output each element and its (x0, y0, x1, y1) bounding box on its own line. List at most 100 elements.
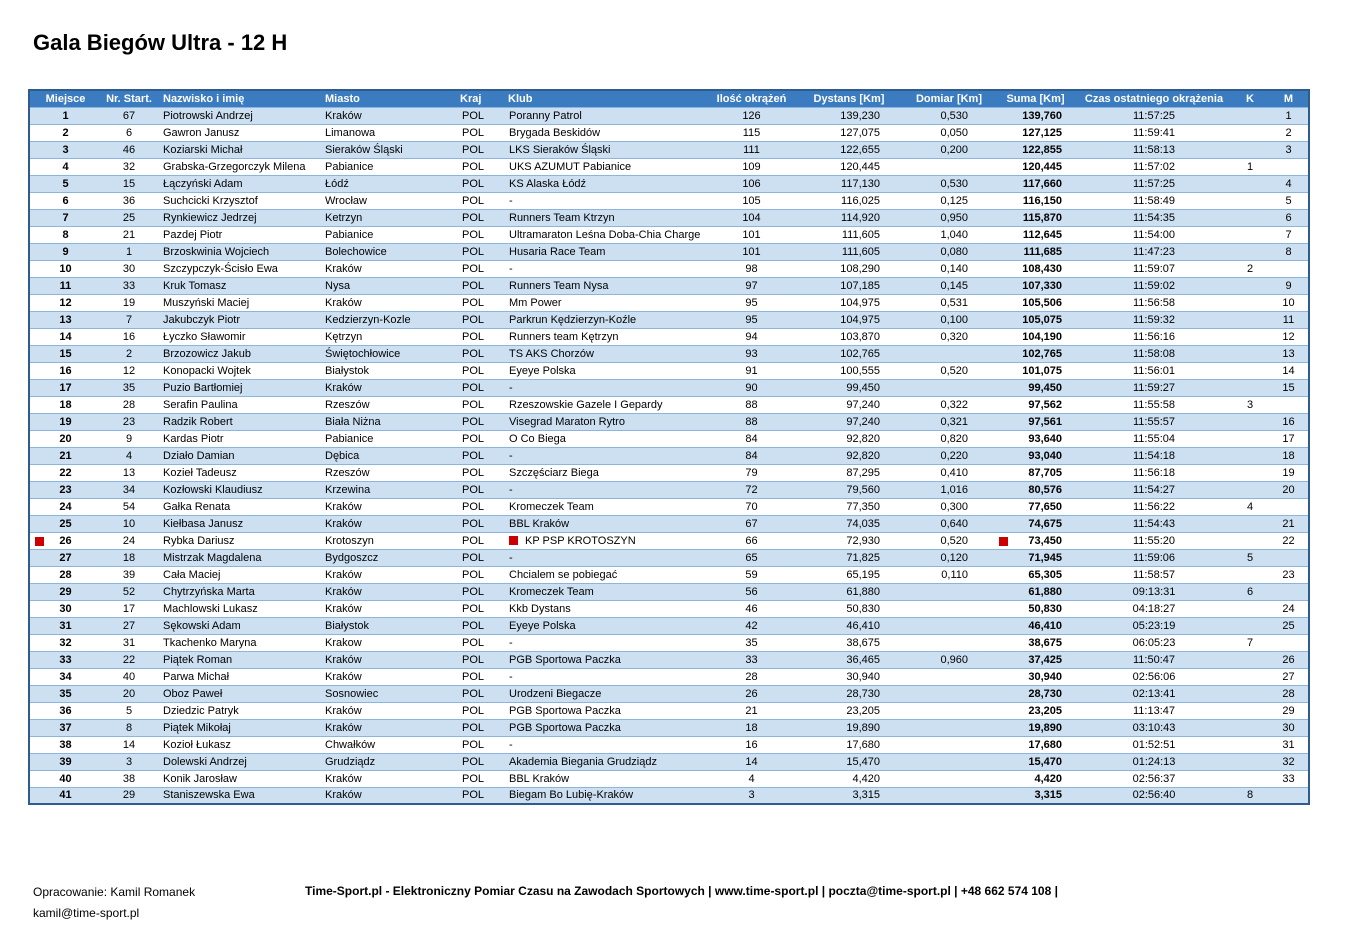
cell-m: 7 (1269, 226, 1309, 244)
cell-city: Kraków (319, 566, 454, 584)
cell-nr: 46 (101, 141, 157, 159)
cell-extra: 0,410 (904, 464, 994, 482)
cell-time: 05:23:19 (1077, 617, 1231, 635)
table-row: 18 28 Serafin Paulina Rzeszów POL Rzeszowskie… (29, 396, 1309, 414)
cell-k (1231, 770, 1269, 788)
cell-p: 13 (29, 311, 101, 329)
cell-m (1269, 583, 1309, 601)
table-row: 33 22 Piątek Roman Kraków POL PGB Sportowa Pa… (29, 651, 1309, 669)
cell-dist: 97,240 (794, 413, 904, 431)
cell-p: 23 (29, 481, 101, 499)
cell-p: 14 (29, 328, 101, 346)
cell-extra: 0,960 (904, 651, 994, 669)
cell-sum: 4,420 (994, 770, 1077, 788)
table-row: 38 14 Kozioł Łukasz Chwałków POL -16 17,680 17,… (29, 736, 1309, 754)
cell-laps: 46 (709, 600, 794, 618)
cell-extra: 0,110 (904, 566, 994, 584)
cell-p: 10 (29, 260, 101, 278)
table-row: 28 39 Cała Maciej Kraków POL Chcialem se pobi… (29, 566, 1309, 584)
cell-country: POL (454, 787, 502, 805)
cell-p: 7 (29, 209, 101, 227)
page-title: Gala Biegów Ultra - 12 H (33, 30, 288, 55)
cell-sum: 108,430 (994, 260, 1077, 278)
cell-country: POL (454, 192, 502, 210)
cell-sum: 73,450 (994, 532, 1077, 550)
cell-sum: 23,205 (994, 702, 1077, 720)
cell-dist: 122,655 (794, 141, 904, 159)
cell-k (1231, 311, 1269, 329)
cell-m: 23 (1269, 566, 1309, 584)
cell-dist: 104,975 (794, 311, 904, 329)
cell-extra (904, 345, 994, 363)
cell-dist: 61,880 (794, 583, 904, 601)
table-row: 31 27 Sękowski Adam Białystok POL Eyeye Polsk… (29, 617, 1309, 635)
cell-time: 11:54:35 (1077, 209, 1231, 227)
cell-laps: 21 (709, 702, 794, 720)
cell-sum: 93,040 (994, 447, 1077, 465)
cell-nr: 19 (101, 294, 157, 312)
cell-sum: 127,125 (994, 124, 1077, 142)
cell-nr: 34 (101, 481, 157, 499)
cell-club: - (502, 481, 709, 499)
cell-time: 11:59:06 (1077, 549, 1231, 567)
cell-sum: 117,660 (994, 175, 1077, 193)
cell-club: - (502, 447, 709, 465)
cell-name: Piątek Mikołaj (157, 719, 319, 737)
cell-name: Suchcicki Krzysztof (157, 192, 319, 210)
cell-sum: 17,680 (994, 736, 1077, 754)
cell-club: Mm Power (502, 294, 709, 312)
cell-club: - (502, 668, 709, 686)
red-flag-icon (999, 536, 1008, 546)
cell-nr: 36 (101, 192, 157, 210)
cell-time: 11:59:32 (1077, 311, 1231, 329)
cell-city: Sosnowiec (319, 685, 454, 703)
cell-name: Chytrzyńska Marta (157, 583, 319, 601)
cell-city: Łódź (319, 175, 454, 193)
cell-nr: 17 (101, 600, 157, 618)
cell-dist: 74,035 (794, 515, 904, 533)
cell-name: Grabska-Grzegorczyk Milena (157, 158, 319, 176)
cell-m: 16 (1269, 413, 1309, 431)
cell-dist: 92,820 (794, 430, 904, 448)
table-row: 30 17 Machlowski Lukasz Kraków POL Kkb Dystan… (29, 600, 1309, 618)
cell-dist: 23,205 (794, 702, 904, 720)
cell-m: 33 (1269, 770, 1309, 788)
table-header-row: Miejsce Nr. Start. Nazwisko i imię Miasto Kr… (29, 90, 1309, 108)
cell-extra: 0,530 (904, 107, 994, 125)
cell-name: Rybka Dariusz (157, 532, 319, 550)
cell-extra: 0,820 (904, 430, 994, 448)
cell-time: 11:56:16 (1077, 328, 1231, 346)
cell-k (1231, 328, 1269, 346)
cell-name: Mistrzak Magdalena (157, 549, 319, 567)
cell-p: 15 (29, 345, 101, 363)
cell-m: 19 (1269, 464, 1309, 482)
cell-extra: 0,100 (904, 311, 994, 329)
red-flag-icon (35, 536, 44, 546)
cell-k: 4 (1231, 498, 1269, 516)
table-row: 20 9 Kardas Piotr Pabianice POL O Co Biega 84 9… (29, 430, 1309, 448)
cell-dist: 97,240 (794, 396, 904, 414)
table-row: 36 5 Dziedzic Patryk Kraków POL PGB Sportowa … (29, 702, 1309, 720)
cell-city: Kętrzyn (319, 328, 454, 346)
cell-name: Gałka Renata (157, 498, 319, 516)
cell-time: 01:24:13 (1077, 753, 1231, 771)
cell-laps: 104 (709, 209, 794, 227)
cell-country: POL (454, 702, 502, 720)
cell-laps: 88 (709, 413, 794, 431)
cell-city: Rzeszów (319, 396, 454, 414)
cell-time: 03:10:43 (1077, 719, 1231, 737)
cell-k (1231, 668, 1269, 686)
cell-sum: 65,305 (994, 566, 1077, 584)
cell-k (1231, 294, 1269, 312)
cell-city: Bydgoszcz (319, 549, 454, 567)
cell-club: Akademia Biegania Grudziądz (502, 753, 709, 771)
cell-name: Łyczko Sławomir (157, 328, 319, 346)
cell-m (1269, 787, 1309, 805)
cell-p: 36 (29, 702, 101, 720)
cell-club: Runners Team Nysa (502, 277, 709, 295)
cell-country: POL (454, 634, 502, 652)
cell-dist: 127,075 (794, 124, 904, 142)
cell-city: Grudziądz (319, 753, 454, 771)
cell-city: Nysa (319, 277, 454, 295)
cell-club: Biegam Bo Lubię-Kraków (502, 787, 709, 805)
